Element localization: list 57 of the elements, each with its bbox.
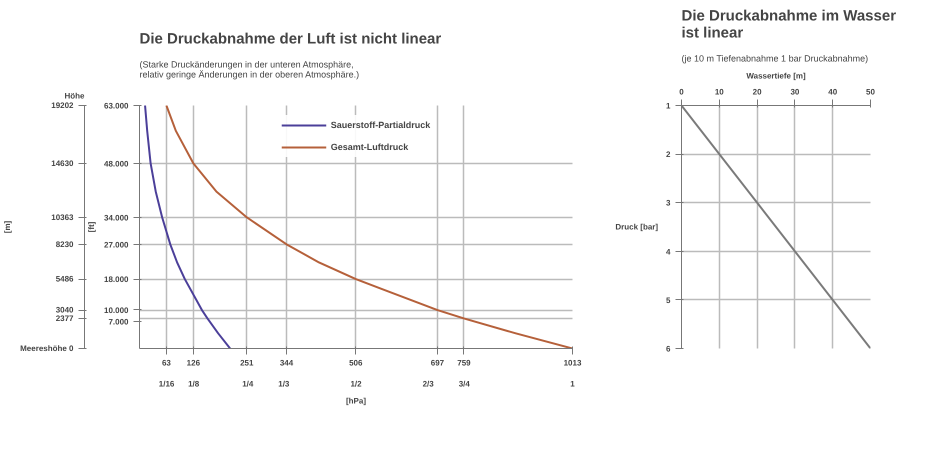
y2-axis-title: [ft] [87,221,96,232]
y-tick-label: 4 [666,247,672,256]
line-series [165,106,572,348]
x-tick-label: 30 [790,88,800,96]
x-tick-label: 63 [162,358,172,368]
x-tick-label: 50 [866,88,876,96]
y-tick-label: 3 [666,198,672,208]
text: Höhe [64,92,86,100]
x-tick-label: 126 [186,358,201,368]
x-tick-label: 1013 [564,358,582,368]
chart-subtitle: (je 10 m Tiefenabnahme 1 bar Druckabnahme) [682,54,868,64]
y2-tick-label: 18.000 [104,275,130,284]
chart-subtitle: (Starke Druckänderungen in der unteren Atmosphäre, relativ geringe Änderungen in der oberen Atmosphäre.) [140,60,360,80]
y2-tick-label: 34.000 [104,213,130,222]
x2-tick-label: 1/3 [278,380,290,388]
x2-tick-label: 1 [570,380,576,388]
x-tick-label: 251 [240,358,254,368]
y-tick-label: Meereshöhe 0 [20,344,74,353]
x2-tick-label: 1/16 [158,380,175,388]
x-tick-label: 10 [714,88,724,96]
y2-tick-label: 48.000 [104,159,130,168]
y2-tick-label: 7.000 [108,318,130,326]
x-tick-label: 344 [280,358,294,368]
y-tick-label: 6 [666,344,672,354]
y2-tick-label: 10.000 [104,306,130,315]
legend-label: Gesamt-Luftdruck [330,142,408,152]
line-series [144,106,232,348]
y-tick-label: 10363 [51,212,74,222]
y-axis-title: [m] [3,220,12,234]
y-tick-label: 1 [666,102,672,110]
x-tick-label: 759 [457,358,472,368]
x-tick-label: 697 [430,358,445,368]
legend-label: Sauerstoff-Partialdruck [330,120,430,130]
y-tick-label: 2 [666,150,672,160]
y-tick-label: 5 [666,296,672,305]
y-tick-label: 8230 [56,240,74,249]
x2-tick-label: 1/2 [350,380,362,388]
x-tick-label: 20 [752,88,762,96]
x-axis-title: [hPa] [346,396,366,406]
x2-tick-label: 2/3 [422,380,434,388]
x2-tick-label: 1/8 [188,380,200,388]
y2-tick-label: 63.000 [104,102,130,110]
y-tick-label: 3040 [56,306,74,315]
x2-tick-label: 3/4 [458,380,470,388]
y2-tick-label: 27.000 [104,240,130,250]
x-axis-title: Wassertiefe [m] [746,72,806,80]
y-tick-label: 14630 [51,158,74,168]
y-tick-label: 5486 [56,274,74,284]
chart-title: Die Druckabnahme der Luft ist nicht linear [140,30,442,48]
chart-title: Die Druckabnahme im Wasser ist linear [682,8,896,42]
x-tick-label: 40 [828,88,838,96]
x-tick-label: 506 [349,358,364,368]
y-tick-label: 19202 [51,101,74,110]
x2-tick-label: 1/4 [242,380,254,388]
y-axis-title: Druck [bar] [615,222,658,232]
x-tick-label: 0 [679,88,684,96]
y-tick-label: 2377 [56,314,74,323]
